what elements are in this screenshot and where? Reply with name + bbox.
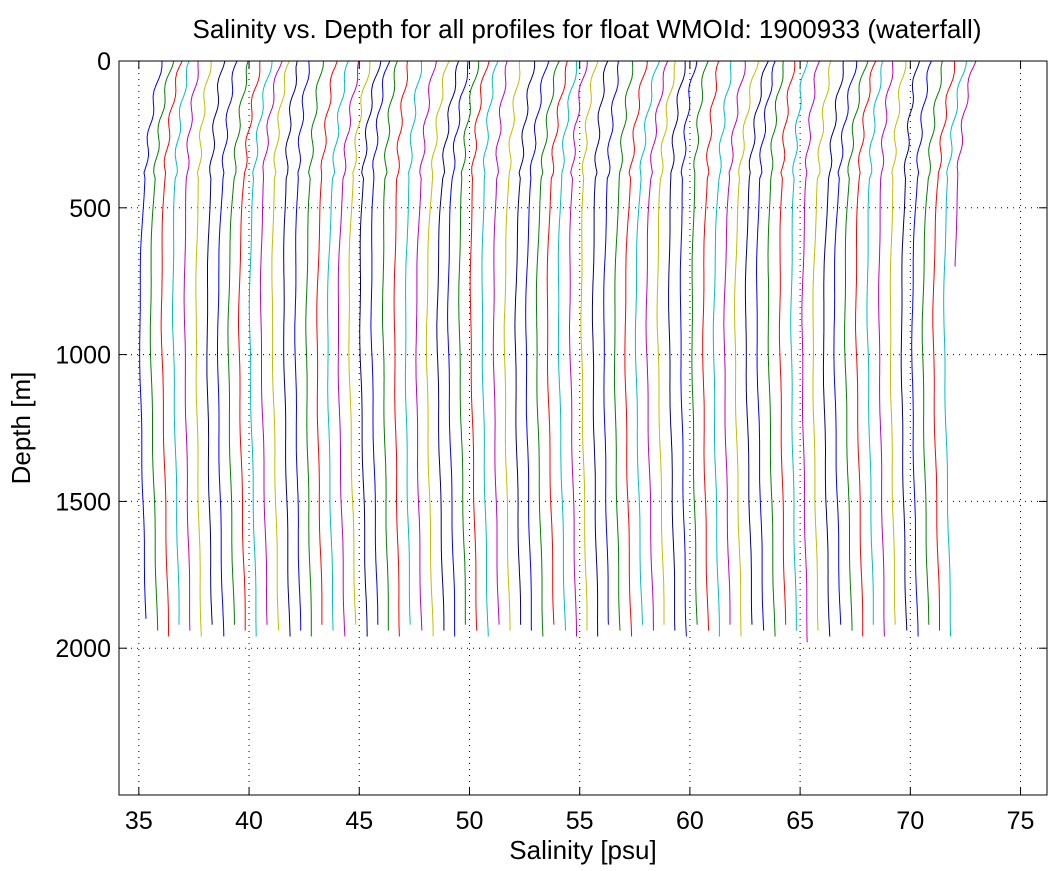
y-axis-tick-labels: 0 500 1000 1500 2000 <box>55 48 111 663</box>
profile-line <box>458 60 480 625</box>
y-tick-label: 2000 <box>55 635 111 663</box>
profile-line <box>603 60 619 625</box>
profile-line <box>878 60 894 637</box>
profile-line <box>691 60 709 625</box>
profile-line <box>744 60 769 625</box>
profile-line <box>415 60 437 631</box>
x-tick-label: 65 <box>786 807 814 835</box>
axis-ticks <box>119 60 1047 795</box>
profile-line <box>645 60 669 631</box>
x-tick-label: 55 <box>566 807 594 835</box>
profile-line <box>844 60 869 631</box>
profile-line <box>469 60 490 631</box>
x-tick-label: 50 <box>456 807 484 835</box>
profile-line <box>712 60 732 637</box>
profile-line <box>503 61 521 631</box>
profile-line <box>921 60 943 625</box>
profile-line <box>382 60 398 631</box>
x-tick-label: 60 <box>676 807 704 835</box>
profile-line <box>206 60 226 625</box>
profile-line <box>172 60 190 625</box>
profile-line <box>580 60 599 631</box>
profile-line <box>370 60 391 625</box>
profile-line <box>613 60 634 631</box>
profile-line <box>217 60 238 637</box>
chart-title: Salinity vs. Depth for all profiles for … <box>193 14 982 44</box>
profile-line <box>911 60 932 637</box>
profile-line <box>900 60 921 631</box>
profile-line <box>668 60 686 631</box>
profile-line <box>393 60 409 637</box>
profile-line <box>337 60 360 637</box>
plot-area <box>139 60 977 643</box>
profile-line <box>248 60 273 637</box>
profile-line <box>327 60 349 631</box>
profile-line <box>359 60 382 637</box>
profile-line <box>404 60 423 625</box>
profile-line <box>546 60 568 625</box>
profile-line <box>525 60 550 631</box>
profile-line <box>679 60 698 637</box>
x-tick-label: 70 <box>896 807 924 835</box>
grid <box>119 60 1047 795</box>
profile-line <box>591 60 609 637</box>
profile-line <box>195 61 212 637</box>
profile-line <box>305 60 324 637</box>
profile-line <box>734 60 760 637</box>
profile-line <box>481 60 499 637</box>
profile-line <box>425 60 450 637</box>
x-tick-label: 40 <box>235 807 263 835</box>
profile-line <box>259 60 283 625</box>
profile-line <box>866 60 884 625</box>
profile-line <box>283 60 298 637</box>
y-tick-label: 500 <box>69 195 111 223</box>
profile-line <box>812 60 832 631</box>
profile-line <box>348 61 371 625</box>
profile-line <box>160 60 183 637</box>
profile-line <box>854 60 877 637</box>
profile-line <box>557 60 577 631</box>
profile-line <box>492 60 508 625</box>
profile-line <box>778 60 796 625</box>
profile-line <box>514 61 536 625</box>
profile-line <box>624 60 648 637</box>
profile-line <box>656 60 676 625</box>
y-tick-label: 0 <box>97 48 111 76</box>
profile-line <box>767 60 784 637</box>
profile-line <box>954 60 977 267</box>
y-axis-label: Depth [m] <box>6 372 36 485</box>
profile-line <box>723 60 746 625</box>
profile-line <box>238 61 261 631</box>
profile-line <box>932 60 956 631</box>
profile-line <box>447 60 469 637</box>
profile-line <box>943 60 967 637</box>
x-tick-label: 45 <box>345 807 373 835</box>
profile-line <box>149 60 175 631</box>
y-tick-label: 1500 <box>55 488 111 516</box>
profile-line <box>436 60 460 631</box>
profile-line <box>755 60 776 631</box>
profile-line <box>801 60 820 643</box>
profile-line <box>822 60 844 637</box>
y-tick-label: 1000 <box>55 342 111 370</box>
profile-line <box>535 60 560 637</box>
profile-line <box>183 60 199 631</box>
x-tick-label: 35 <box>125 807 153 835</box>
profile-line <box>227 60 249 625</box>
profile-line <box>316 60 338 625</box>
x-axis-label: Salinity [psu] <box>509 835 656 865</box>
profile-line <box>139 60 163 619</box>
x-axis-tick-labels: 35 40 45 50 55 60 65 70 75 <box>125 807 1035 835</box>
profile-line <box>702 60 720 631</box>
axes-frame <box>118 60 1048 796</box>
profile-line <box>790 60 809 631</box>
profile-line <box>294 60 310 631</box>
profile-line <box>271 60 290 631</box>
profile-line <box>634 60 661 625</box>
profile-line <box>833 60 858 625</box>
profile-line <box>569 60 588 637</box>
x-tick-label: 75 <box>1007 807 1035 835</box>
profile-line <box>889 60 907 625</box>
